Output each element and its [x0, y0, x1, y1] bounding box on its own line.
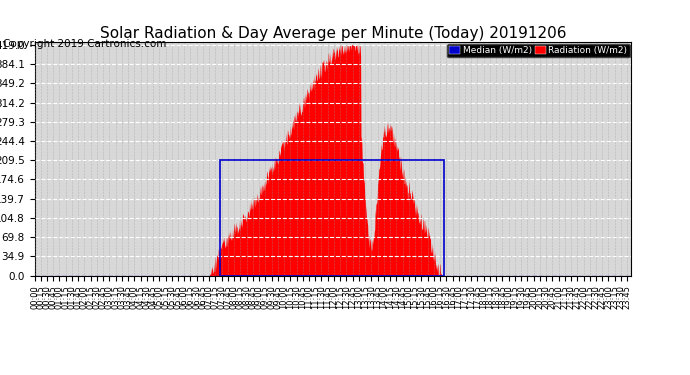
Bar: [219, 160, 444, 276]
Text: Copyright 2019 Cartronics.com: Copyright 2019 Cartronics.com: [3, 39, 167, 50]
Title: Solar Radiation & Day Average per Minute (Today) 20191206: Solar Radiation & Day Average per Minute…: [99, 26, 566, 41]
Legend: Median (W/m2), Radiation (W/m2): Median (W/m2), Radiation (W/m2): [447, 44, 629, 57]
